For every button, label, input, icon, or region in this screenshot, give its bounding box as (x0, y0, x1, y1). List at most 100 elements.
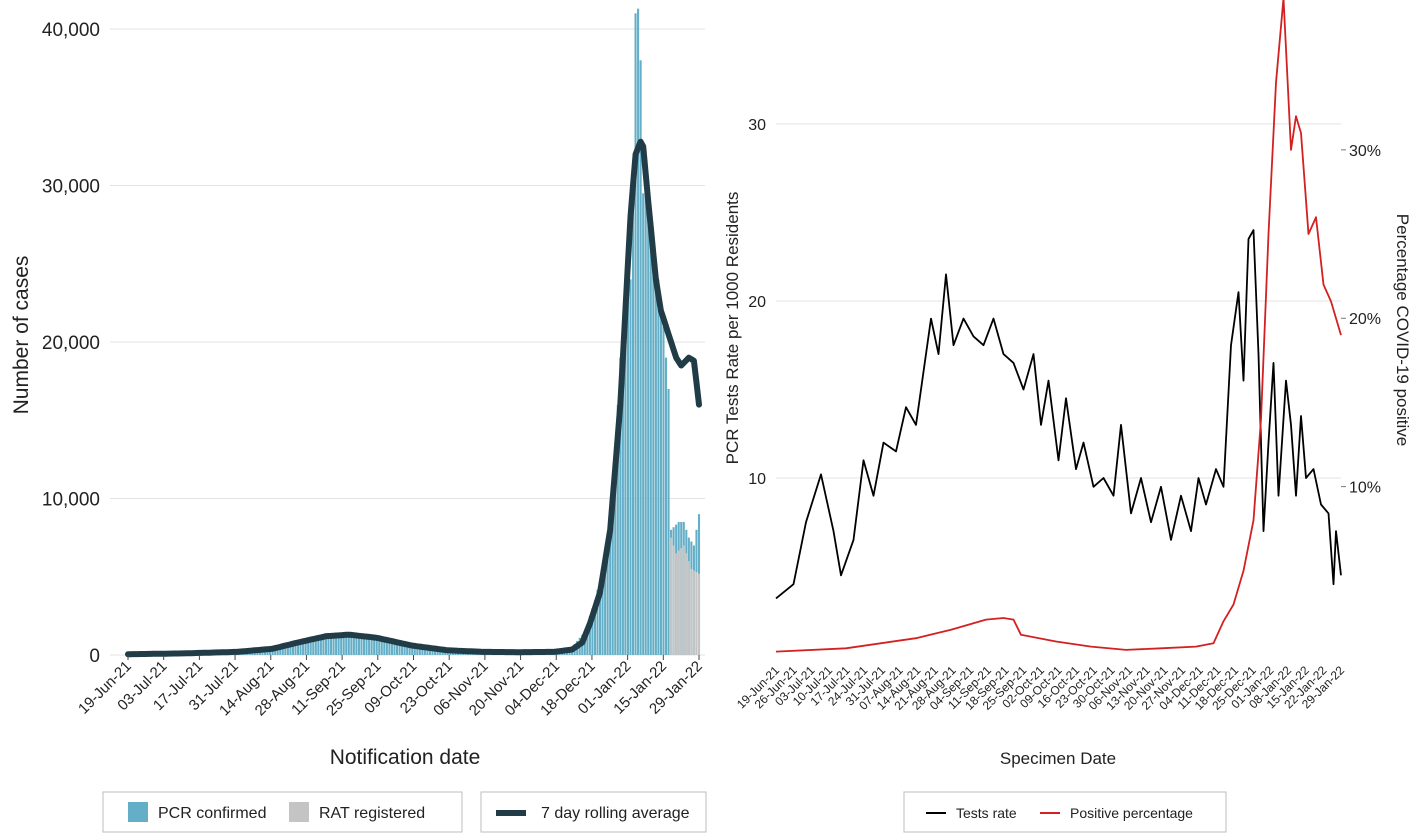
pcr-bar (322, 637, 325, 655)
pcr-bar (591, 608, 594, 655)
pcr-bar (588, 615, 591, 655)
pcr-bar (593, 600, 596, 655)
tests-y2-tick-label: 20% (1349, 311, 1381, 328)
pcr-bar (390, 642, 393, 655)
rat-bar (680, 548, 683, 655)
pcr-bar (299, 641, 302, 655)
pcr-bar (362, 637, 366, 655)
tests-y2-tick-labels: 10% 20% 30% (1341, 143, 1381, 497)
pcr-bar (626, 295, 629, 655)
pcr-bar (360, 637, 363, 655)
pcr-bar (373, 639, 376, 655)
pcr-bar (368, 638, 371, 655)
pcr-bar (279, 645, 282, 655)
pcr-bar (411, 645, 414, 655)
rat-bar (672, 545, 675, 655)
pcr-bar (296, 642, 300, 655)
pcr-bar (378, 640, 381, 655)
tests-y-tick-labels: 10 20 30 (748, 117, 766, 488)
rat-bar (675, 553, 678, 655)
pcr-bar (401, 644, 404, 655)
pcr-bar (664, 357, 668, 655)
pcr-bar (383, 640, 386, 655)
pcr-bar (667, 388, 670, 655)
pcr-bar (342, 635, 345, 655)
pcr-bar (428, 648, 432, 655)
pcr-bar (332, 635, 335, 655)
pcr-bar (634, 13, 637, 656)
pcr-bar (286, 644, 289, 655)
tests-y-tick-label: 30 (748, 117, 766, 134)
rat-legend-label: RAT registered (319, 805, 425, 822)
cases-legend-bars: PCR confirmed RAT registered (102, 791, 463, 833)
pcr-bar (302, 641, 305, 655)
pcr-bar (284, 644, 287, 655)
pcr-legend-swatch (128, 802, 148, 822)
pcr-bar (345, 635, 348, 655)
rat-bar (695, 572, 698, 655)
pcr-bar (319, 637, 322, 655)
tests-y2-axis-title: Percentage COVID-19 positive (1393, 214, 1412, 446)
tests-y-tick-label: 20 (748, 294, 766, 311)
pcr-legend-label: PCR confirmed (158, 805, 266, 822)
pcr-bar (657, 279, 660, 655)
pcr-bar (327, 635, 330, 655)
pcr-bar (357, 637, 360, 655)
pcr-bar (406, 644, 409, 655)
pcr-bar (662, 326, 665, 655)
pcr-bar (621, 334, 624, 655)
pcr-bar (398, 643, 401, 655)
pcr-bar (340, 635, 343, 655)
tests-legend: Tests rate Positive percentage (903, 791, 1227, 833)
pcr-bar (388, 641, 391, 655)
pcr-bar (659, 302, 662, 655)
cases-rolling-average-line (125, 138, 702, 658)
pcr-bar (423, 647, 426, 655)
pcr-bar (431, 648, 434, 655)
pcr-bar (317, 638, 320, 655)
pcr-bar (426, 647, 429, 655)
cases-y-tick-label: 40,000 (42, 20, 100, 41)
pcr-bar (647, 185, 650, 655)
pcr-bar (606, 532, 609, 655)
tests-y2-tick-label: 10% (1349, 480, 1381, 497)
pcr-bar (380, 640, 383, 655)
cases-y-tick-labels: 0 10,000 20,000 30,000 40,000 (42, 20, 100, 667)
rat-bar (687, 561, 690, 655)
pcr-bar (370, 638, 373, 655)
pcr-bar (375, 639, 378, 655)
pcr-bar (291, 643, 294, 655)
pcr-bar (418, 647, 421, 655)
pcr-bar (352, 636, 355, 655)
pcr-bar (312, 639, 315, 655)
pcr-bar (614, 451, 617, 655)
positive-percentage-line (775, 0, 1342, 653)
pcr-bar (654, 263, 657, 655)
pcr-bar (289, 643, 292, 655)
tests-lines (775, 0, 1342, 653)
pcr-bar (307, 640, 310, 655)
tests-y-tick-label: 10 (748, 471, 766, 488)
rat-bar (685, 553, 688, 655)
pcr-bar (281, 645, 284, 655)
pcr-bar (395, 643, 399, 655)
pcr-bar (416, 646, 419, 655)
positive-legend-label: Positive percentage (1070, 805, 1193, 821)
pcr-bar (355, 636, 358, 655)
pcr-bar (434, 648, 437, 655)
cases-legend-line: 7 day rolling average (480, 791, 707, 833)
pcr-bar (408, 645, 411, 655)
pcr-bar (347, 635, 350, 655)
pcr-bar (596, 589, 599, 655)
tests-rate-line (775, 229, 1342, 600)
avg-legend-label: 7 day rolling average (541, 805, 690, 822)
pcr-bar (604, 550, 607, 655)
cases-y-tick-label: 10,000 (42, 490, 100, 511)
cases-y-tick-label: 20,000 (42, 333, 100, 354)
rat-bar (682, 545, 685, 655)
tests-chart: 10 20 30 10% 20% 30% 19-Jun-2126-Jun-2103-Ju… (723, 0, 1412, 833)
tests-y2-tick-label: 30% (1349, 143, 1381, 160)
pcr-bar (616, 404, 619, 655)
pcr-bar (649, 216, 652, 656)
